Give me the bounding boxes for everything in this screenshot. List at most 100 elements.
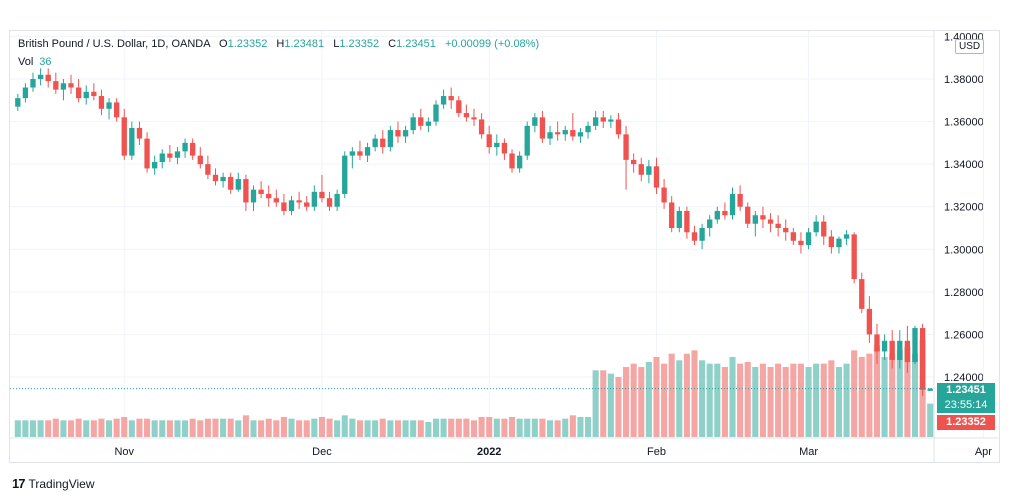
volume-bar: [14, 420, 21, 437]
volume-bar: [493, 418, 500, 437]
volume-bar: [805, 367, 812, 437]
candle-body: [767, 219, 774, 224]
y-tick-label: 1.24000: [944, 372, 984, 384]
volume-bar: [113, 418, 120, 437]
candle-body: [342, 155, 348, 194]
volume-bar: [478, 417, 485, 437]
candle-body: [334, 193, 340, 207]
candle-body: [463, 113, 470, 118]
volume-bar: [440, 418, 447, 437]
volume-bar: [546, 420, 554, 437]
volume-bar: [630, 363, 637, 437]
candle-body: [212, 174, 219, 182]
y-tick-label: 1.36000: [944, 117, 984, 129]
candle-body: [106, 102, 112, 109]
candle-body: [349, 151, 356, 156]
candle-body: [15, 98, 21, 107]
volume-bar: [508, 417, 516, 437]
volume-legend: Vol 36: [18, 56, 52, 68]
candle-body: [311, 191, 317, 207]
y-tick-label: 1.28000: [944, 287, 984, 299]
volume-bar: [106, 420, 113, 437]
candle-body: [478, 119, 485, 135]
volume-bar: [151, 420, 158, 437]
candle-body: [760, 215, 766, 220]
volume-bar: [835, 367, 842, 437]
volume-bar: [402, 420, 409, 437]
candle-body: [547, 132, 553, 139]
candle-body: [357, 151, 363, 156]
change-value: +0.00099 (+0.08%): [444, 38, 540, 50]
volume-bar: [311, 418, 318, 437]
symbol-title[interactable]: British Pound / U.S. Dollar, 1D, OANDA: [18, 38, 210, 50]
candle-body: [729, 193, 736, 216]
volume-bar: [265, 418, 272, 437]
candle-body: [243, 179, 249, 203]
candle-body: [319, 191, 325, 199]
candle-body: [395, 130, 401, 137]
candle-body: [600, 117, 606, 122]
candle-body: [866, 308, 873, 335]
candle-body: [486, 134, 492, 148]
volume-bar: [144, 418, 151, 437]
volume-bar: [121, 417, 128, 437]
volume-bar: [75, 418, 82, 437]
volume-bar: [638, 367, 645, 437]
volume-bar: [174, 420, 181, 437]
candle-body: [494, 142, 500, 148]
volume-bar: [90, 420, 97, 437]
candle-body: [585, 125, 591, 133]
volume-bar: [227, 418, 234, 437]
volume-bar: [699, 360, 706, 437]
candle-body: [805, 232, 812, 246]
chart-frame: [9, 30, 1000, 463]
close-label: C: [388, 38, 397, 50]
countdown-tag: 23:55:14: [937, 398, 995, 413]
candle-body: [745, 206, 751, 224]
candle-body: [433, 104, 439, 122]
x-tick-label: Nov: [114, 446, 134, 458]
candle-body: [182, 142, 188, 152]
candle-body: [326, 198, 333, 207]
high-value: 1.23481: [284, 38, 325, 50]
volume-bar: [410, 420, 417, 437]
candle-body: [296, 200, 302, 203]
candle-body: [136, 127, 143, 139]
volume-bar: [615, 377, 622, 437]
volume-bar: [22, 420, 29, 437]
candle-body: [691, 232, 698, 241]
open-value: 1.23352: [227, 38, 268, 50]
candle-body: [592, 117, 599, 126]
low-label: L: [333, 38, 340, 50]
volume-bar: [744, 362, 751, 437]
candle-body: [45, 74, 51, 82]
brand-name: TradingView: [28, 476, 95, 491]
currency-badge[interactable]: USD: [955, 39, 985, 54]
candle-body: [68, 83, 74, 88]
volume-bar: [166, 420, 173, 437]
volume-bar: [820, 363, 827, 437]
tradingview-brand[interactable]: 17 TradingView: [12, 476, 95, 491]
candle-body: [554, 132, 561, 135]
volume-bar: [737, 363, 744, 437]
high-label: H: [276, 38, 285, 50]
volume-bar: [623, 367, 630, 437]
volume-bar: [52, 418, 59, 437]
volume-bar: [531, 418, 538, 437]
candle-body: [821, 221, 827, 237]
volume-bar: [843, 363, 850, 437]
volume-bar: [45, 420, 52, 437]
y-tick-label: 1.26000: [944, 329, 984, 341]
volume-bar: [341, 415, 348, 437]
open-label: O: [219, 38, 228, 50]
candle-body: [372, 138, 378, 148]
volume-bar: [653, 357, 660, 437]
candle-body: [471, 117, 477, 120]
volume-label: Vol: [18, 56, 34, 68]
volume-bar: [676, 360, 683, 437]
volume-bar: [387, 420, 394, 437]
volume-bar: [683, 353, 690, 437]
candle-body: [30, 79, 36, 88]
candle-body: [646, 166, 652, 175]
